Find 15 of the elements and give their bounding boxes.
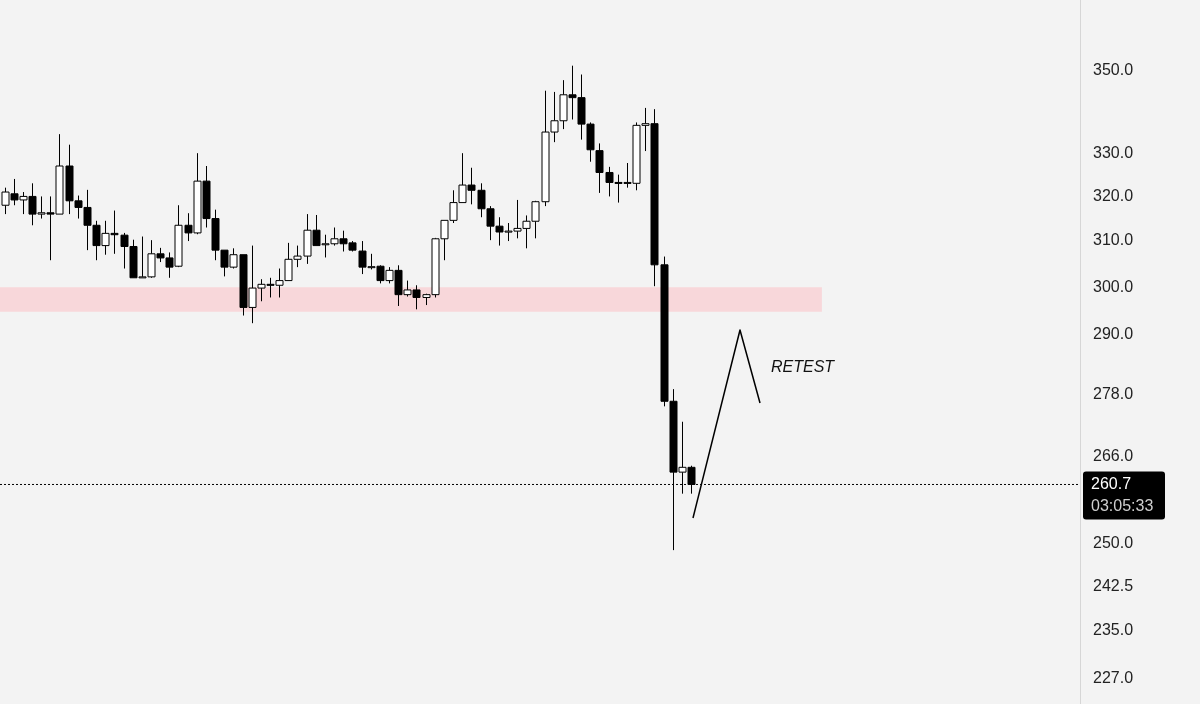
y-tick-label: 330.0 <box>1093 143 1134 161</box>
y-tick-label: 300.0 <box>1093 277 1134 295</box>
y-tick-label: 266.0 <box>1093 446 1134 464</box>
y-tick-label: 250.0 <box>1093 533 1134 551</box>
y-tick-label: 350.0 <box>1093 60 1134 78</box>
y-tick-label: 290.0 <box>1093 325 1134 343</box>
ref-line-label: 260.7 <box>1091 474 1132 492</box>
y-tick-label: 242.5 <box>1093 576 1134 594</box>
text: 03:05:33 <box>1091 496 1154 514</box>
y-tick-label: 227.0 <box>1093 669 1134 687</box>
y-tick-label: 310.0 <box>1093 231 1134 249</box>
y-tick-label: 320.0 <box>1093 186 1134 204</box>
annotation: RETEST <box>771 358 836 376</box>
y-tick-label: 278.0 <box>1093 384 1134 402</box>
y-tick-label: 235.0 <box>1093 620 1134 638</box>
